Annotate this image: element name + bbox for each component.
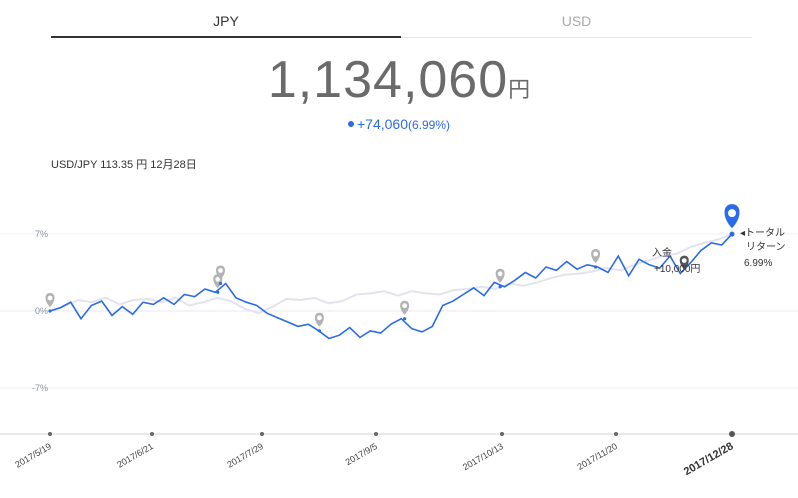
pin-point [216, 290, 220, 294]
change-summary: +74,060(6.99%) [0, 116, 798, 132]
x-axis: 2017/5/19 2017/6/21 2017/7/29 2017/9/5 2017/… [0, 431, 798, 478]
x-tick-dot [729, 431, 735, 437]
map-pin-icon [314, 312, 324, 333]
x-tick-dot [260, 432, 264, 436]
x-tick-dot [150, 432, 154, 436]
change-percent: (6.99%) [407, 118, 451, 132]
event-markers [45, 204, 740, 333]
pin-point [403, 317, 407, 321]
pin-point [218, 281, 223, 286]
x-tick-dot [500, 432, 504, 436]
benchmark-line [49, 233, 733, 315]
deposit-amount: +10,000円 [654, 264, 700, 275]
x-tick-label: 2017/12/28 [682, 440, 736, 478]
x-tick-label: 2017/7/29 [225, 441, 265, 470]
x-tick-dot [614, 432, 618, 436]
total-amount: 1,134,060 [267, 51, 509, 109]
change-dot-icon [347, 120, 354, 127]
total-return-label-2: リターン [746, 241, 786, 253]
y-tick-label: -7% [32, 383, 48, 393]
pin-hole [497, 271, 503, 277]
pin-point [594, 265, 598, 269]
pin-point [498, 285, 502, 289]
total-unit: 円 [508, 77, 531, 102]
y-tick-label: 7% [35, 229, 48, 239]
pin-hole [402, 303, 408, 309]
pin-hole [593, 251, 598, 257]
pin-hole [728, 209, 736, 218]
exchange-rate: USD/JPY 113.35 円 12月28日 [51, 159, 197, 171]
y-axis-labels: 7% 0% -7% [32, 229, 48, 393]
map-pin-icon [400, 300, 410, 321]
x-tick-dot [374, 432, 378, 436]
pin-hole [47, 295, 53, 301]
pin-point [48, 309, 52, 313]
total-return-label: ◂トータル [740, 227, 785, 239]
pin-hole [218, 268, 223, 273]
x-tick-label: 2017/9/5 [344, 441, 379, 467]
map-pin-icon [216, 265, 225, 286]
x-tick-dot [48, 432, 52, 436]
map-pin-icon [495, 268, 505, 289]
change-amount: +74,060 [356, 116, 408, 132]
x-tick-label: 2017/10/13 [461, 441, 505, 472]
pin-hole [681, 258, 687, 263]
deposit-pin-icon [679, 255, 689, 270]
tab-jpy[interactable]: JPY [51, 0, 401, 38]
x-tick-label: 2017/5/19 [13, 441, 53, 470]
return-line [49, 233, 733, 340]
pin-hole [316, 315, 322, 321]
total-value: 1,134,060円 [0, 50, 798, 110]
chart-grid [0, 233, 798, 389]
tab-usd[interactable]: USD [401, 0, 752, 38]
pin-hole [215, 276, 221, 282]
pin-point [317, 329, 321, 333]
total-return-value: 6.99% [744, 258, 772, 269]
x-tick-label: 2017/11/20 [576, 441, 619, 472]
currency-tabs: JPY USD [51, 0, 752, 38]
map-pin-icon [45, 293, 55, 313]
x-tick-label: 2017/6/21 [115, 441, 155, 470]
deposit-label: 入金 [652, 246, 672, 259]
current-position-pin-icon [724, 204, 740, 237]
map-pin-icon [591, 249, 601, 269]
pin-point [729, 231, 735, 237]
y-tick-label: 0% [35, 306, 48, 316]
